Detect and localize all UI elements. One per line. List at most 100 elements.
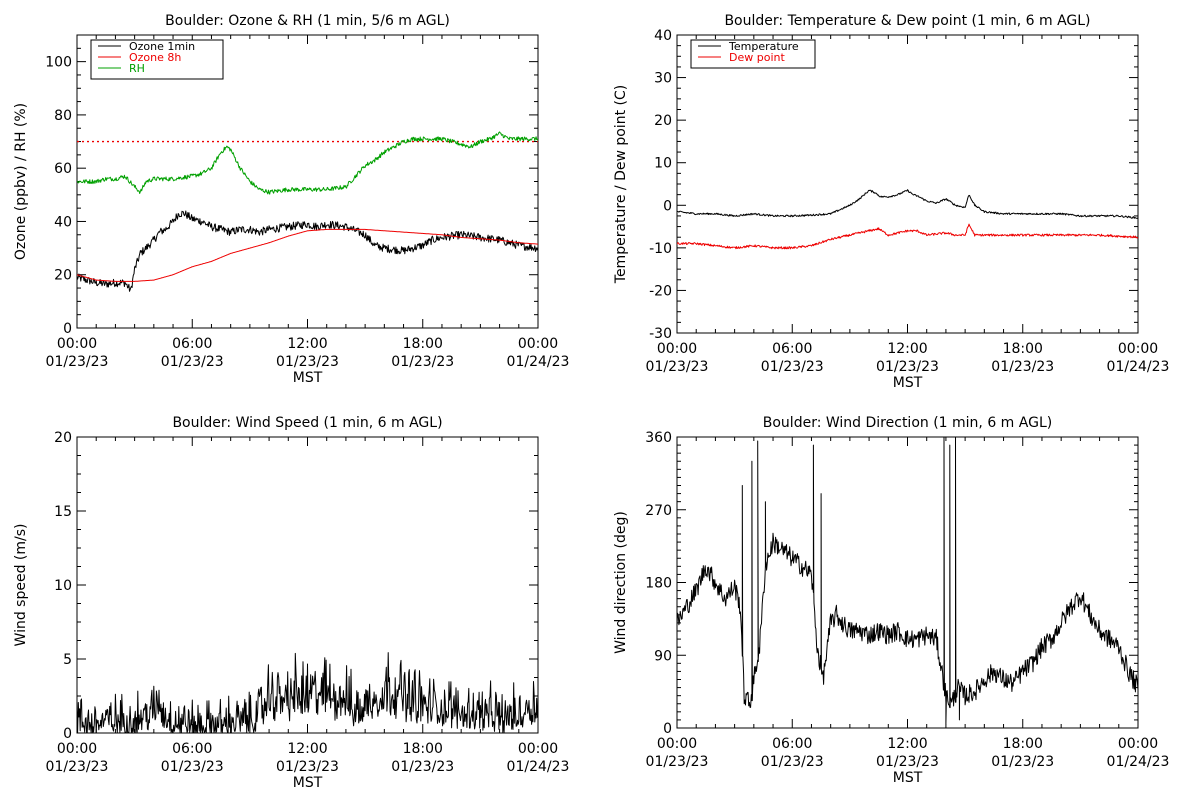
x-tick-label-time: 06:00: [172, 741, 212, 757]
x-tick-label-time: 06:00: [772, 341, 812, 357]
x-tick-label-time: 00:00: [57, 336, 97, 352]
x-axis-label: MST: [893, 375, 923, 391]
legend-label: Ozone 1min: [129, 40, 195, 53]
x-tick-label-time: 06:00: [772, 736, 812, 752]
x-tick-label-time: 00:00: [657, 736, 697, 752]
y-tick-label: -30: [649, 326, 672, 342]
x-tick-label-date: 01/24/23: [1107, 359, 1170, 375]
y-tick-label: 60: [54, 161, 72, 177]
y-axis-label: Wind speed (m/s): [13, 524, 29, 647]
chart-wind_speed: Boulder: Wind Speed (1 min, 6 m AGL) 0 5 10…: [13, 415, 569, 791]
y-tick-label: 0: [663, 721, 672, 737]
data-layer: [677, 189, 1138, 250]
x-tick-label-date: 01/23/23: [646, 754, 709, 770]
y-tick-label: 10: [654, 156, 672, 172]
y-tick-label: 180: [645, 576, 672, 592]
series-temperature: [677, 189, 1138, 219]
series-ozone-8h: [77, 228, 538, 282]
y-tick-label: -20: [649, 283, 672, 299]
y-tick-label: 10: [54, 578, 72, 594]
y-axis-label: Ozone (ppbv) / RH (%): [13, 103, 29, 260]
x-tick-label-date: 01/23/23: [876, 359, 939, 375]
x-tick-label-time: 12:00: [887, 341, 927, 357]
x-tick-label-date: 01/23/23: [46, 759, 109, 775]
x-axis-label: MST: [293, 370, 323, 386]
x-axis-label: MST: [893, 770, 923, 786]
x-tick-label-time: 00:00: [518, 741, 558, 757]
y-tick-label: 0: [63, 321, 72, 337]
y-tick-label: 80: [54, 108, 72, 124]
x-tick-label-date: 01/23/23: [391, 759, 454, 775]
y-axis-label: Temperature / Dew point (C): [613, 85, 629, 284]
x-tick-label-date: 01/24/23: [1107, 754, 1170, 770]
x-tick-label-date: 01/24/23: [507, 354, 570, 370]
x-tick-label-date: 01/23/23: [876, 754, 939, 770]
y-tick-label: 40: [654, 28, 672, 44]
y-tick-label: 15: [54, 504, 72, 520]
x-tick-label-time: 00:00: [518, 336, 558, 352]
y-axis-label: Wind direction (deg): [613, 511, 629, 654]
y-tick-label: 20: [54, 430, 72, 446]
x-tick-label-date: 01/23/23: [391, 354, 454, 370]
legend-label: Temperature: [728, 40, 799, 53]
x-tick-label-date: 01/23/23: [161, 759, 224, 775]
y-tick-label: 0: [663, 198, 672, 214]
y-tick-label: 360: [645, 430, 672, 446]
x-tick-label-time: 12:00: [287, 741, 327, 757]
legend-label: Ozone 8h: [129, 51, 181, 64]
y-tick-label: 30: [654, 71, 672, 87]
x-tick-label-date: 01/23/23: [991, 754, 1054, 770]
y-tick-label: 20: [654, 113, 672, 129]
x-tick-label-time: 00:00: [657, 341, 697, 357]
chart-title: Boulder: Wind Direction (1 min, 6 m AGL): [763, 415, 1052, 431]
x-tick-label-date: 01/23/23: [761, 359, 824, 375]
legend-box: [690, 39, 816, 69]
x-tick-label-date: 01/23/23: [646, 359, 709, 375]
chart-temp_dew: Boulder: Temperature & Dew point (1 min,…: [613, 13, 1169, 391]
x-tick-label-time: 18:00: [1003, 341, 1043, 357]
data-layer: [677, 437, 1138, 725]
series-line: [677, 437, 1138, 725]
x-tick-label-time: 12:00: [887, 736, 927, 752]
x-tick-label-time: 06:00: [172, 336, 212, 352]
chart-ozone_rh: Boulder: Ozone & RH (1 min, 5/6 m AGL) 0 2…: [13, 13, 569, 386]
x-tick-label-time: 18:00: [403, 741, 443, 757]
x-tick-label-date: 01/23/23: [761, 754, 824, 770]
y-tick-label: 90: [654, 648, 672, 664]
x-tick-label-date: 01/23/23: [276, 354, 339, 370]
x-tick-label-date: 01/23/23: [991, 359, 1054, 375]
y-tick-label: 40: [54, 214, 72, 230]
x-tick-label-time: 18:00: [403, 336, 443, 352]
x-tick-label-time: 00:00: [1118, 341, 1158, 357]
series-ozone-1min: [77, 210, 538, 292]
chart-title: Boulder: Wind Speed (1 min, 6 m AGL): [172, 415, 442, 431]
x-axis-label: MST: [293, 775, 323, 791]
y-tick-label: 5: [63, 652, 72, 668]
x-tick-label-date: 01/24/23: [507, 759, 570, 775]
chart-wind_dir: Boulder: Wind Direction (1 min, 6 m AGL)…: [613, 415, 1169, 786]
y-tick-label: 20: [54, 268, 72, 284]
y-tick-label: 0: [63, 726, 72, 742]
series-dew-point: [677, 223, 1138, 250]
x-tick-label-time: 00:00: [1118, 736, 1158, 752]
chart-title: Boulder: Ozone & RH (1 min, 5/6 m AGL): [165, 13, 450, 29]
chart-title: Boulder: Temperature & Dew point (1 min,…: [724, 13, 1090, 29]
data-layer: [77, 131, 538, 292]
y-tick-label: -10: [649, 241, 672, 257]
y-tick-label: 270: [645, 503, 672, 519]
legend-label: Dew point: [729, 51, 785, 64]
legend-label: RH: [129, 62, 145, 75]
x-tick-label-time: 12:00: [287, 336, 327, 352]
series-rh: [77, 131, 538, 195]
y-tick-label: 100: [45, 55, 72, 71]
x-tick-label-date: 01/23/23: [161, 354, 224, 370]
series-line: [77, 652, 538, 733]
data-layer: [77, 652, 538, 733]
x-tick-label-date: 01/23/23: [46, 354, 109, 370]
x-tick-label-date: 01/23/23: [276, 759, 339, 775]
x-tick-label-time: 00:00: [57, 741, 97, 757]
